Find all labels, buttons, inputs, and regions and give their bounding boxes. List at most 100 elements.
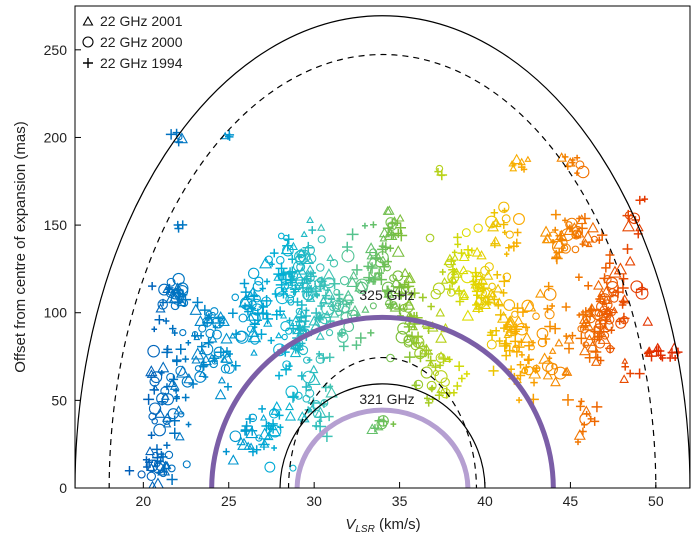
data-point-circle [339,276,350,286]
data-point-circle [512,213,525,226]
data-point-plus [523,354,535,365]
data-point-circle [543,287,557,301]
data-point-circle [194,371,207,383]
data-point-circle [220,364,231,374]
data-point-plus [587,306,594,313]
data-point-plus [351,264,363,276]
data-point-circle [164,450,174,460]
data-point-plus [451,271,457,278]
data-point-triangle [220,332,233,344]
data-point-plus [451,249,458,256]
data-point-plus [562,217,568,224]
data-point-plus [169,415,180,427]
data-point-circle [281,333,288,341]
data-point-triangle [315,331,325,340]
data-point-plus [616,318,624,325]
data-point-plus [163,344,172,354]
data-point-triangle [236,436,246,446]
data-point-triangle [169,381,180,390]
data-point-plus [626,369,635,378]
data-point-circle [211,329,222,340]
data-point-triangle [263,318,273,327]
data-point-triangle [437,351,445,358]
data-point-circle [590,235,598,243]
data-point-triangle [385,229,393,236]
shell-curve [279,383,486,488]
data-point-plus [621,362,630,371]
data-point-circle [205,328,215,339]
data-point-circle [235,330,247,342]
data-point-circle [511,310,519,318]
data-point-plus [618,301,627,309]
data-point-circle [440,377,450,387]
data-point-plus [286,317,293,324]
data-point-circle [137,470,146,479]
data-point-plus [348,300,354,306]
data-point-plus [414,350,427,363]
data-point-circle [269,408,280,419]
data-point-triangle [582,333,597,346]
data-point-plus [574,438,582,446]
data-point-plus [454,240,462,248]
data-point-plus [199,304,211,316]
data-point-circle [280,321,291,332]
data-point-plus [351,340,362,350]
data-point-circle [285,327,293,335]
data-point-circle [265,422,272,429]
data-point-plus [269,425,278,434]
data-point-plus [439,268,446,276]
data-point-triangle [247,325,260,337]
data-point-triangle [554,338,564,347]
data-point-plus [404,351,416,363]
data-point-plus [302,241,315,254]
data-point-plus [209,353,220,364]
data-point-circle [151,417,158,425]
data-point-circle [560,243,571,254]
data-point-circle [320,399,329,407]
data-point-triangle [304,264,316,274]
data-point-triangle [157,361,170,373]
legend: 22 GHz 2001 22 GHz 2000 22 GHz 1994 [82,13,183,71]
data-point-circle [264,461,276,473]
data-point-plus [431,363,440,372]
data-point-circle [571,245,580,254]
data-point-triangle [198,370,207,378]
data-point-circle [153,423,166,437]
data-point-plus [203,337,214,348]
data-point-circle [384,289,393,298]
data-point-triangle [578,313,591,324]
shell-curve [75,15,690,488]
data-point-triangle [403,271,416,283]
data-point-plus [503,251,510,257]
data-point-triangle [183,373,195,384]
data-point-circle [551,363,558,370]
data-point-triangle [146,369,157,378]
data-point-circle [229,430,242,443]
data-point-plus [274,371,284,380]
data-point-plus [492,327,500,335]
data-point-circle [425,233,435,243]
data-point-plus [280,364,292,376]
data-point-circle [432,282,446,295]
data-point-circle [152,451,159,459]
data-point-triangle [494,297,505,307]
data-point-plus [504,345,515,356]
data-point-triangle [384,205,395,215]
data-point-triangle [314,406,327,418]
data-point-circle [461,228,471,238]
data-point-plus [576,222,588,234]
data-points-layer [124,128,683,488]
data-point-triangle [476,249,487,260]
data-point-circle [314,278,326,290]
data-point-triangle [245,426,259,439]
x-axis-label-unit: (km/s) [375,516,421,533]
data-point-triangle [460,292,469,301]
x-axis-label: VLSR (km/s) [345,516,420,535]
data-point-plus [395,229,408,242]
data-point-plus [214,346,227,359]
data-point-circle [329,259,339,268]
data-point-triangle [280,243,293,255]
x-tick-label: 35 [392,493,408,509]
data-point-plus [578,398,585,405]
data-point-circle [149,376,160,387]
